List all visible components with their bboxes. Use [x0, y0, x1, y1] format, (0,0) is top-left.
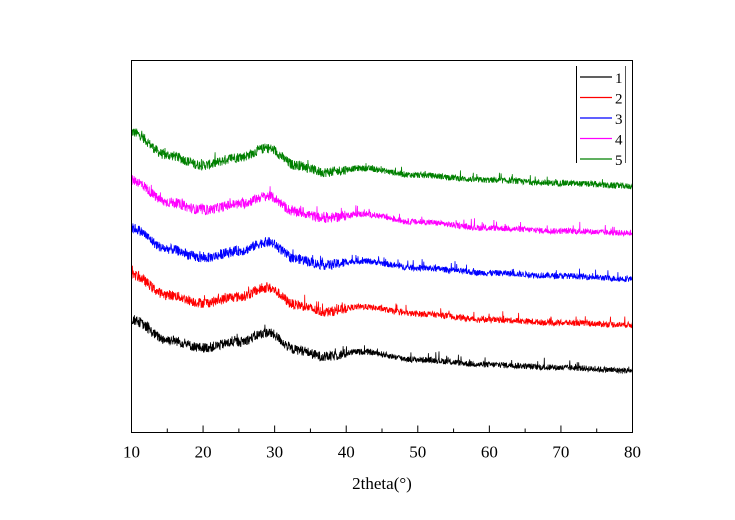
x-tick-label: 50 [409, 443, 426, 462]
x-tick-label: 10 [123, 443, 140, 462]
plot-frame [131, 60, 633, 433]
legend-item-3: 3 [580, 112, 623, 128]
x-tick-label: 80 [624, 443, 641, 462]
legend-item-2: 2 [580, 92, 623, 108]
legend-item-1: 1 [580, 71, 623, 87]
legend-item-5: 5 [580, 153, 623, 169]
legend-label: 4 [615, 133, 623, 149]
x-axis-ticks [131, 425, 633, 433]
legend: 1 2 3 4 5 [575, 64, 632, 169]
legend-item-4: 4 [580, 133, 623, 149]
legend-label: 5 [615, 153, 623, 169]
series-layer [131, 128, 633, 375]
x-axis-tick-labels: 10 20 30 40 50 60 70 80 [123, 443, 641, 462]
legend-label: 3 [615, 112, 623, 128]
series-line-5 [131, 128, 633, 190]
series-line-1 [131, 315, 633, 375]
legend-label: 1 [615, 71, 623, 87]
series-line-3 [131, 223, 633, 283]
x-tick-label: 40 [338, 443, 355, 462]
legend-box [575, 64, 632, 163]
series-line-2 [131, 265, 633, 329]
legend-label: 2 [615, 92, 623, 108]
x-axis-label: 2theta(°) [352, 474, 412, 493]
x-tick-label: 30 [266, 443, 283, 462]
x-tick-label: 20 [195, 443, 212, 462]
x-tick-label: 60 [481, 443, 498, 462]
series-line-4 [131, 175, 633, 237]
x-tick-label: 70 [552, 443, 569, 462]
